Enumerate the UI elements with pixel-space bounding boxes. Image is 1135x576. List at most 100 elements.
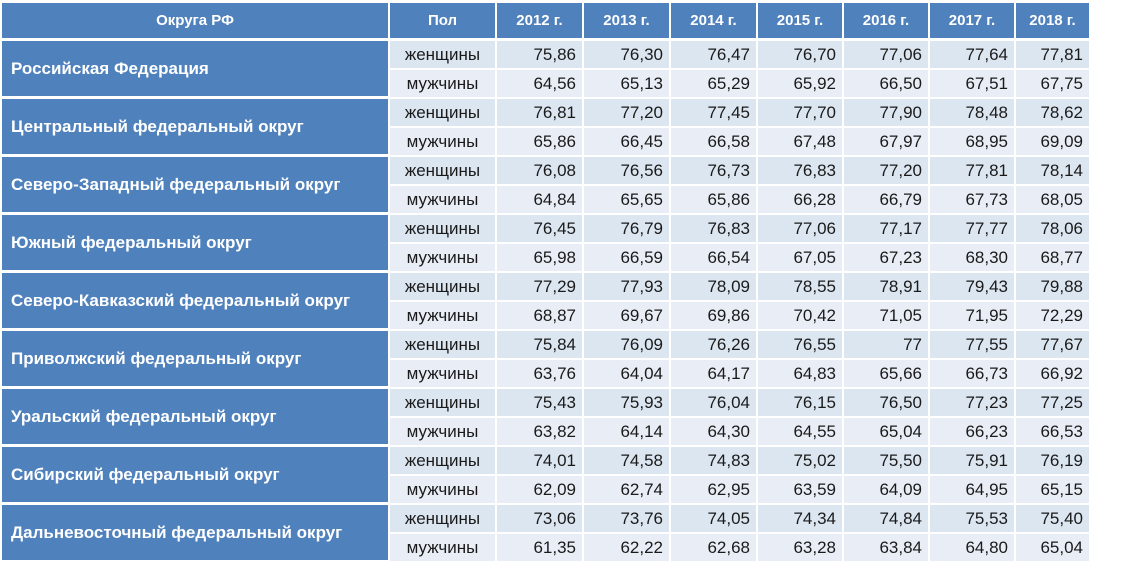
value-cell: 74,58 [584, 447, 671, 476]
value-cell: 68,95 [930, 128, 1016, 157]
sex-label-male: мужчины [390, 244, 497, 273]
value-cell: 76,50 [844, 389, 930, 418]
value-cell: 62,09 [497, 476, 584, 505]
region-name: Уральский федеральный округ [2, 389, 390, 447]
value-cell: 64,17 [671, 360, 758, 389]
value-cell: 67,48 [758, 128, 844, 157]
sex-label-female: женщины [390, 447, 497, 476]
value-cell: 66,59 [584, 244, 671, 273]
sex-label-male: мужчины [390, 128, 497, 157]
value-cell: 79,43 [930, 273, 1016, 302]
header-year-2016: 2016 г. [844, 3, 930, 41]
value-cell: 76,56 [584, 157, 671, 186]
sex-label-female: женщины [390, 389, 497, 418]
value-cell: 77,17 [844, 215, 930, 244]
value-cell: 76,30 [584, 41, 671, 70]
region-name: Северо-Кавказский федеральный округ [2, 273, 390, 331]
value-cell: 70,42 [758, 302, 844, 331]
value-cell: 69,67 [584, 302, 671, 331]
value-cell: 66,23 [930, 418, 1016, 447]
value-cell: 66,73 [930, 360, 1016, 389]
value-cell: 62,22 [584, 534, 671, 563]
sex-label-female: женщины [390, 99, 497, 128]
table-row-female: Приволжский федеральный округ женщины 75,8… [2, 331, 1091, 389]
value-cell: 65,65 [584, 186, 671, 215]
header-year-2014: 2014 г. [671, 3, 758, 41]
value-cell: 64,04 [584, 360, 671, 389]
sex-label-female: женщины [390, 273, 497, 302]
value-cell: 62,68 [671, 534, 758, 563]
value-cell: 68,87 [497, 302, 584, 331]
value-cell: 77,77 [930, 215, 1016, 244]
value-cell: 74,34 [758, 505, 844, 534]
header-row: Округа РФ Пол 2012 г. 2013 г. 2014 г. 20… [2, 3, 1091, 41]
value-cell: 67,51 [930, 70, 1016, 99]
sex-label-female: женщины [390, 157, 497, 186]
value-cell: 64,56 [497, 70, 584, 99]
region-name: Российская Федерация [2, 41, 390, 99]
table-row-female: Российская Федерация женщины 75,86 76,30 76,… [2, 41, 1091, 99]
value-cell: 65,86 [671, 186, 758, 215]
value-cell: 75,91 [930, 447, 1016, 476]
table-row-female: Северо-Западный федеральный округ женщины… [2, 157, 1091, 215]
value-cell: 77,06 [758, 215, 844, 244]
value-cell: 75,50 [844, 447, 930, 476]
value-cell: 75,86 [497, 41, 584, 70]
value-cell: 64,95 [930, 476, 1016, 505]
value-cell: 66,92 [1016, 360, 1091, 389]
value-cell: 66,45 [584, 128, 671, 157]
value-cell: 67,75 [1016, 70, 1091, 99]
value-cell: 66,58 [671, 128, 758, 157]
value-cell: 64,55 [758, 418, 844, 447]
value-cell: 65,86 [497, 128, 584, 157]
value-cell: 76,83 [671, 215, 758, 244]
value-cell: 65,66 [844, 360, 930, 389]
table-row-female: Южный федеральный округ женщины 76,45 76,79… [2, 215, 1091, 273]
table-row-female: Уральский федеральный округ женщины 75,43 7… [2, 389, 1091, 447]
table-row-male: мужчины 64,84 65,65 65,86 66,28 66,79 67,73 68,… [2, 186, 1091, 215]
region-name: Приволжский федеральный округ [2, 331, 390, 389]
region-name: Сибирский федеральный округ [2, 447, 390, 505]
header-year-2017: 2017 г. [930, 3, 1016, 41]
value-cell: 66,50 [844, 70, 930, 99]
value-cell: 65,04 [844, 418, 930, 447]
value-cell: 69,86 [671, 302, 758, 331]
value-cell: 76,08 [497, 157, 584, 186]
value-cell: 75,43 [497, 389, 584, 418]
header-year-2013: 2013 г. [584, 3, 671, 41]
sex-label-female: женщины [390, 41, 497, 70]
value-cell: 61,35 [497, 534, 584, 563]
value-cell: 76,73 [671, 157, 758, 186]
table-row-female: Сибирский федеральный округ женщины 74,01 7… [2, 447, 1091, 505]
region-name: Северо-Западный федеральный округ [2, 157, 390, 215]
value-cell: 77,55 [930, 331, 1016, 360]
value-cell: 67,97 [844, 128, 930, 157]
value-cell: 77,23 [930, 389, 1016, 418]
value-cell: 77,90 [844, 99, 930, 128]
value-cell: 64,30 [671, 418, 758, 447]
value-cell: 78,91 [844, 273, 930, 302]
sex-label-male: мужчины [390, 360, 497, 389]
header-year-2018: 2018 г. [1016, 3, 1091, 41]
value-cell: 66,53 [1016, 418, 1091, 447]
value-cell: 78,55 [758, 273, 844, 302]
region-name: Дальневосточный федеральный округ [2, 505, 390, 563]
value-cell: 68,30 [930, 244, 1016, 273]
value-cell: 64,80 [930, 534, 1016, 563]
table-row-male: мужчины 64,56 65,13 65,29 65,92 66,50 67,51 67,… [2, 70, 1091, 99]
table-row-male: мужчины 61,35 62,22 62,68 63,28 63,84 64,80 65,… [2, 534, 1091, 563]
value-cell: 64,09 [844, 476, 930, 505]
value-cell: 65,98 [497, 244, 584, 273]
value-cell: 76,70 [758, 41, 844, 70]
value-cell: 77,25 [1016, 389, 1091, 418]
sex-label-female: женщины [390, 215, 497, 244]
value-cell: 79,88 [1016, 273, 1091, 302]
value-cell: 76,81 [497, 99, 584, 128]
value-cell: 77,81 [930, 157, 1016, 186]
sex-label-male: мужчины [390, 302, 497, 331]
value-cell: 77,06 [844, 41, 930, 70]
sex-label-male: мужчины [390, 186, 497, 215]
value-cell: 76,45 [497, 215, 584, 244]
value-cell: 62,95 [671, 476, 758, 505]
value-cell: 75,53 [930, 505, 1016, 534]
